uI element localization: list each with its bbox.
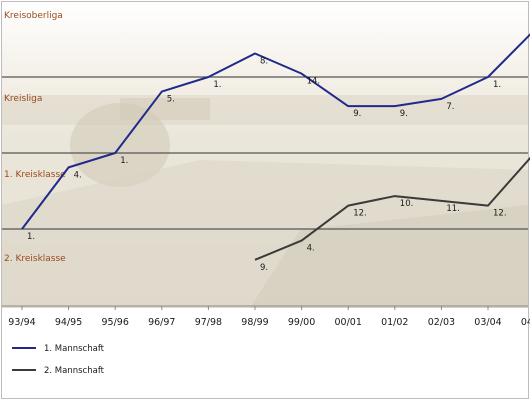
- series-line-2-mannschaft: [254, 156, 530, 261]
- data-label: 4.: [307, 244, 315, 254]
- legend: 1. Mannschaft 2. Mannschaft: [12, 344, 105, 376]
- league-label-kreisliga: Kreisliga: [4, 94, 42, 104]
- league-label-kreisoberliga: Kreisoberliga: [4, 11, 63, 21]
- data-label: 9.: [353, 109, 361, 119]
- data-label: 11.: [446, 204, 460, 214]
- data-label: 1.: [493, 80, 501, 90]
- x-tick-label: 98/99: [241, 317, 268, 328]
- x-tick-label: 99/00: [288, 317, 315, 328]
- data-label: 8.: [260, 57, 268, 67]
- x-tick-label: 02/03: [428, 317, 455, 328]
- league-label-1-kreisklasse: 1. Kreisklasse: [4, 170, 66, 180]
- legend-label-2-mannschaft: 2. Mannschaft: [44, 366, 105, 376]
- data-label: 5.: [167, 95, 175, 105]
- data-label: 9.: [400, 109, 408, 119]
- data-label: 1.: [120, 156, 128, 166]
- data-label: 14.: [307, 77, 321, 87]
- x-tick-label: 95/96: [102, 317, 129, 328]
- x-tick-label: 03/04: [474, 317, 501, 328]
- x-tick-label: 94/95: [55, 317, 82, 328]
- x-axis: 93/94 94/95 95/96 96/97 97/98 98/99 99/00 00/01…: [8, 306, 530, 328]
- data-label: 1.: [27, 232, 35, 242]
- data-label: 10.: [400, 199, 414, 209]
- x-tick-label: 93/94: [8, 317, 35, 328]
- data-label: 12.: [353, 209, 367, 219]
- league-label-2-kreisklasse: 2. Kreisklasse: [4, 254, 66, 264]
- data-label: 7.: [446, 102, 454, 112]
- data-label: 1.: [213, 80, 221, 90]
- data-label: 4.: [74, 170, 82, 180]
- x-tick-label: 96/97: [148, 317, 175, 328]
- data-label: 9.: [260, 263, 268, 273]
- series-line-1-mannschaft: [21, 33, 530, 230]
- x-tick-label: 04/05: [521, 317, 530, 328]
- x-tick-label: 00/01: [335, 317, 362, 328]
- legend-label-1-mannschaft: 1. Mannschaft: [44, 344, 105, 354]
- data-label: 12.: [493, 209, 507, 219]
- x-tick-label: 01/02: [381, 317, 408, 328]
- x-tick-label: 97/98: [195, 317, 222, 328]
